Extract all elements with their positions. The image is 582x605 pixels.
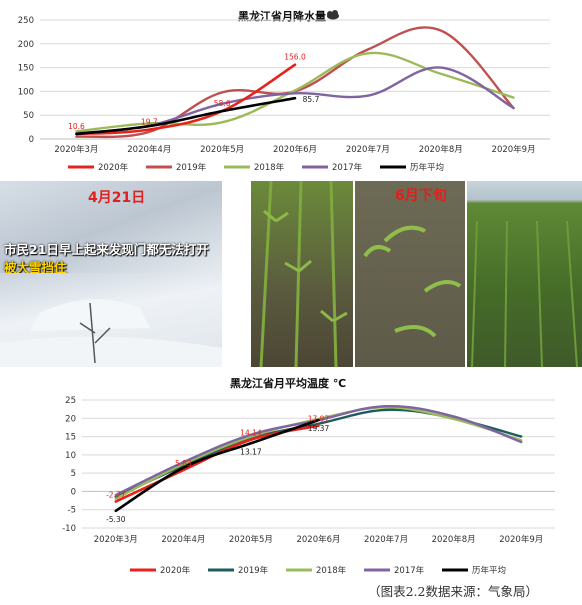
x-tick-label: 2020年4月 [127,144,171,155]
legend-label: 2018年 [254,162,285,173]
cloud-icon [327,10,339,20]
y-tick-label: 250 [18,16,34,26]
x-tick-label: 2020年6月 [296,534,340,545]
legend-label: 历年平均 [410,162,444,173]
corn-field-photo-1 [251,181,353,367]
data-label: 17.97 [308,415,330,424]
y-tick-label: 10 [65,451,76,461]
data-label: 156.0 [284,53,306,62]
y-tick-label: 20 [65,414,76,424]
data-label: 85.7 [303,95,320,104]
x-tick-label: 2020年3月 [54,144,98,155]
y-tick-label: 100 [18,87,34,97]
y-tick-label: 50 [23,111,34,121]
y-tick-label: -5 [68,506,76,516]
field-date-label: 6月下旬 [395,188,447,204]
data-label: 5.83 [175,459,192,468]
temperature-chart: 黑龙江省月平均温度 ℃ -2.77 5.83 14.14 17.97 -5.30 13.1… [62,376,555,576]
legend-label: 2020年 [98,162,129,173]
x-tick-label: 2020年7月 [364,534,408,545]
x-tick-label: 2020年5月 [200,144,244,155]
y-tick-label: 15 [65,433,76,443]
data-label: 13.17 [240,447,262,456]
x-tick-label: 2020年9月 [492,144,536,155]
legend-label: 2018年 [316,565,347,576]
y-tick-label: -10 [62,524,76,534]
source-caption: （图表2.2数据来源：气象局） [368,584,538,599]
y-tick-label: 0 [71,487,76,497]
x-tick-label: 2020年3月 [94,534,138,545]
photo-collage: 4月21日 市民21日早上起来发现门都无法打开 被大雪挡住 6月下旬 [0,181,582,367]
corn-field-photo-2: 6月下旬 [355,181,465,367]
x-tick-label: 2020年5月 [229,534,273,545]
precipitation-chart: 黑龙江省月降水量 10.6 19.7 58.6 156.0 85.7 0 50 100 150… [18,9,550,173]
x-tick-label: 2020年7月 [346,144,390,155]
y-tick-label: 0 [29,135,34,145]
snow-photo-car [0,273,222,367]
x-tick-label: 2020年9月 [499,534,543,545]
legend-label: 2017年 [394,565,425,576]
series-line-2 [75,51,515,133]
data-label: 19.7 [141,118,158,127]
snow-photo-street: 4月21日 市民21日早上起来发现门都无法打开 被大雪挡住 [0,181,222,273]
data-label: 14.14 [240,429,262,438]
legend-label: 2019年 [238,565,269,576]
chart-title: 黑龙江省月降水量 [238,9,326,23]
data-label: 19.37 [308,424,330,433]
x-tick-label: 2020年8月 [419,144,463,155]
data-label: -2.77 [106,491,126,500]
corn-field-photo-3 [467,181,582,367]
data-label: 58.6 [214,99,231,108]
y-tick-label: 200 [18,40,34,50]
legend-label: 2017年 [332,162,363,173]
legend-label: 2019年 [176,162,207,173]
data-label: -5.30 [106,515,126,524]
y-tick-label: 5 [71,469,76,479]
chart-title: 黑龙江省月平均温度 ℃ [230,376,346,390]
x-tick-label: 2020年4月 [161,534,205,545]
legend-label: 2020年 [160,565,191,576]
snow-date-label: 4月21日 [88,190,146,206]
series-line-4 [114,418,320,513]
series-line-1 [75,26,515,139]
y-tick-label: 150 [18,64,34,74]
snow-caption-line1: 市民21日早上起来发现门都无法打开 [4,242,209,257]
y-tick-label: 25 [65,396,76,406]
legend-label: 历年平均 [472,565,506,576]
series-line-4 [75,96,297,136]
series-line-0 [75,63,297,136]
snow-caption-line2: 被大雪挡住 [4,260,67,273]
data-label: 10.6 [68,122,85,131]
x-tick-label: 2020年8月 [432,534,476,545]
x-tick-label: 2020年6月 [273,144,317,155]
